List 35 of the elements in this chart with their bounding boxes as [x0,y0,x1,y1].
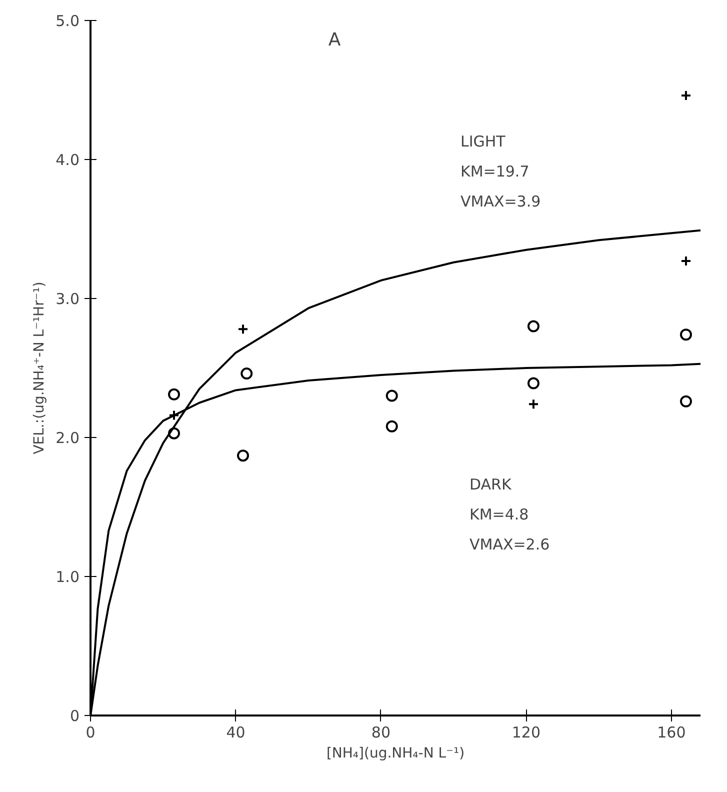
annotation: LIGHT [460,132,506,150]
x-tick-label: 0 [86,724,96,742]
annotation: VMAX=3.9 [460,192,541,210]
x-tick-label: 40 [226,724,246,742]
y-tick-label: 0 [70,707,80,725]
annotation: KM=4.8 [470,506,529,524]
x-tick-label: 120 [512,724,541,742]
point [168,388,180,400]
point [386,390,398,402]
point [240,368,253,380]
point [680,328,692,341]
annotation: VMAX=2.6 [470,536,550,554]
y-tick-label: 5.0 [56,12,80,30]
y-axis-title: VEL.:(ug.NH₄⁺-N L⁻¹Hr⁻¹) [32,282,48,454]
point [680,90,692,102]
x-axis-title: [NH₄](ug.NH₄-N L⁻¹) [326,746,465,762]
point [168,427,180,440]
annotation: DARK [470,476,512,494]
point [680,395,692,408]
point [527,377,540,390]
point [386,420,398,432]
y-tick-label: 4.0 [56,151,80,169]
point [237,450,249,462]
point [168,410,180,421]
annotation: KM=19.7 [460,162,530,180]
x-tick-label: 160 [657,724,686,742]
x-tick-label: 80 [371,724,391,742]
point [680,255,692,266]
y-tick-label: 3.0 [56,290,80,308]
point [238,324,248,335]
y-tick-label: 2.0 [56,429,80,447]
point [527,320,540,332]
text: A [328,30,342,50]
point [528,398,539,410]
y-tick-label: 1.0 [56,568,80,586]
